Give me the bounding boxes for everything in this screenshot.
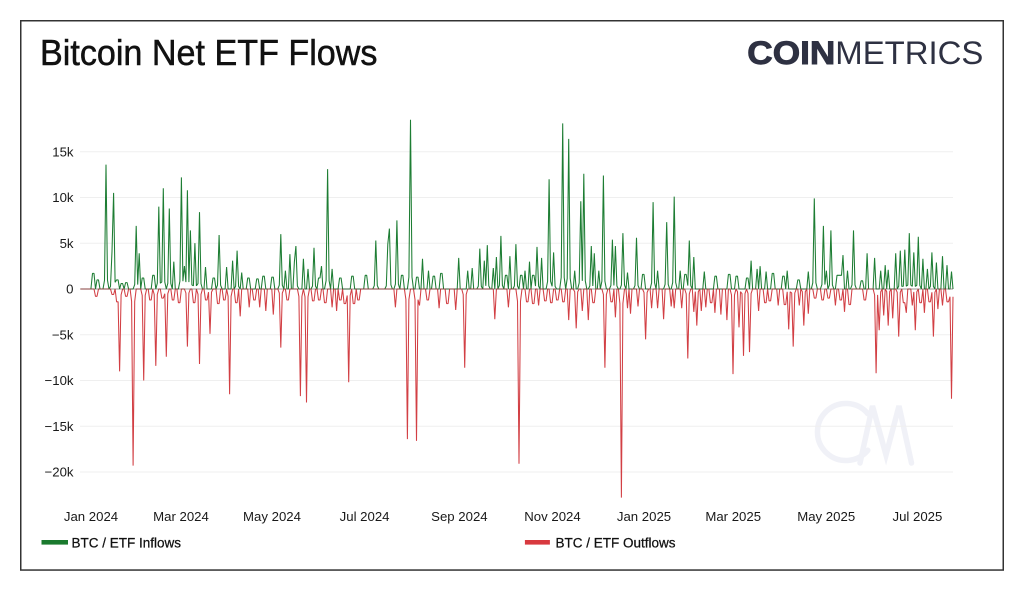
svg-text:Nov 2024: Nov 2024 — [524, 509, 580, 524]
svg-text:BTC / ETF Inflows: BTC / ETF Inflows — [72, 535, 182, 550]
svg-text:Jul 2025: Jul 2025 — [892, 509, 942, 524]
svg-text:Sep 2024: Sep 2024 — [431, 509, 487, 524]
svg-text:Jan 2024: Jan 2024 — [64, 509, 118, 524]
svg-text:Bitcoin Net ETF Flows: Bitcoin Net ETF Flows — [40, 32, 378, 73]
svg-text:BTC / ETF Outflows: BTC / ETF Outflows — [556, 535, 676, 550]
svg-text:Mar 2025: Mar 2025 — [705, 509, 761, 524]
svg-text:−5k: −5k — [52, 327, 74, 342]
svg-text:−20k: −20k — [45, 465, 74, 480]
svg-text:May 2024: May 2024 — [243, 509, 301, 524]
svg-text:Mar 2024: Mar 2024 — [153, 509, 209, 524]
svg-text:−10k: −10k — [45, 373, 74, 388]
svg-text:5k: 5k — [60, 236, 74, 251]
svg-text:15k: 15k — [52, 144, 74, 159]
svg-text:−15k: −15k — [45, 419, 74, 434]
svg-text:0: 0 — [66, 282, 73, 297]
svg-text:Jan 2025: Jan 2025 — [617, 509, 671, 524]
svg-text:10k: 10k — [52, 190, 74, 205]
svg-text:COINMETRICS: COINMETRICS — [747, 35, 983, 71]
svg-text:May 2025: May 2025 — [797, 509, 855, 524]
svg-text:Jul 2024: Jul 2024 — [340, 509, 390, 524]
